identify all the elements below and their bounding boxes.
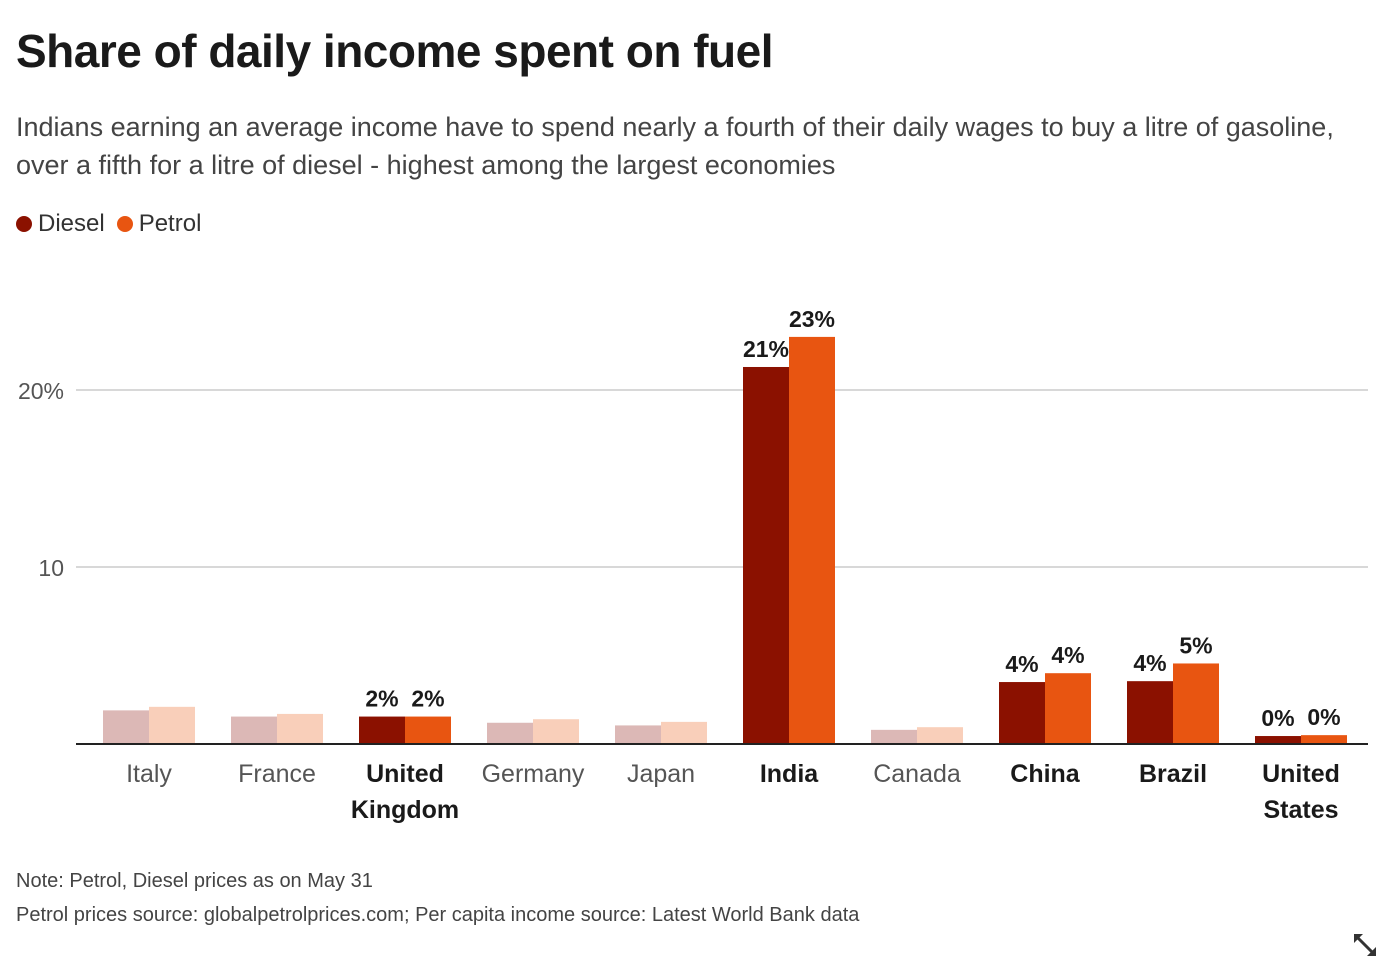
bar-petrol-canada [917, 727, 963, 744]
bar-diesel-italy [103, 710, 149, 744]
x-tick-label-united-states-line2: States [1263, 796, 1338, 824]
x-tick-label-japan: Japan [627, 760, 695, 788]
data-label-diesel-china: 4% [1005, 651, 1038, 677]
x-tick-label-brazil: Brazil [1139, 760, 1207, 788]
legend-label-diesel: Diesel [38, 210, 105, 237]
x-tick-label-china: China [1010, 760, 1081, 788]
x-tick-label-india: India [760, 760, 819, 788]
x-tick-label-germany: Germany [482, 760, 585, 788]
x-tick-label-canada: Canada [873, 760, 961, 788]
chart-title: Share of daily income spent on fuel [16, 25, 773, 77]
bar-diesel-canada [871, 729, 917, 744]
bar-diesel-united-kingdom [359, 716, 405, 744]
bar-petrol-united-states [1301, 735, 1347, 744]
y-tick-label-20: 20% [18, 378, 64, 404]
data-label-diesel-united-kingdom: 2% [365, 686, 398, 712]
data-label-diesel-united-states: 0% [1261, 705, 1294, 731]
legend-item-diesel: Diesel [16, 210, 105, 238]
bar-diesel-china [999, 682, 1045, 744]
chart-notes: Note: Petrol, Diesel prices as on May 31… [16, 864, 859, 932]
legend-swatch-petrol [116, 216, 133, 232]
data-label-petrol-china: 4% [1051, 642, 1084, 668]
x-tick-label-united-kingdom-line1: United [366, 760, 444, 788]
y-tick-label-10: 10 [38, 555, 64, 581]
note-sources: Petrol prices source: globalpetrolprices… [16, 904, 860, 926]
bar-petrol-china [1045, 673, 1091, 744]
chart-subtitle: Indians earning an average income have t… [16, 112, 1334, 180]
note-prices-date: Note: Petrol, Diesel prices as on May 31 [16, 870, 373, 892]
bar-diesel-japan [615, 725, 661, 744]
bar-petrol-brazil [1173, 663, 1219, 744]
x-tick-label-france: France [238, 760, 316, 788]
legend-label-petrol: Petrol [138, 210, 202, 237]
data-label-petrol-united-states: 0% [1307, 704, 1340, 730]
bar-diesel-united-states [1255, 736, 1301, 744]
bar-petrol-united-kingdom [405, 716, 451, 744]
data-label-diesel-india: 21% [743, 336, 789, 362]
data-label-diesel-brazil: 4% [1133, 650, 1166, 676]
legend-item-petrol: Petrol [116, 210, 202, 238]
bar-petrol-france [277, 713, 323, 744]
bar-diesel-brazil [1127, 681, 1173, 744]
bar-chart: 10 20% Italy France 2% 2% United Kingdom Germany… [18, 306, 1368, 824]
expand-arrows-icon[interactable] [1350, 930, 1380, 960]
data-label-petrol-brazil: 5% [1179, 632, 1212, 658]
x-tick-label-united-states-line1: United [1262, 760, 1340, 788]
legend-swatch-diesel [16, 216, 32, 232]
x-tick-label-united-kingdom-line2: Kingdom [351, 796, 459, 824]
bar-petrol-germany [533, 719, 579, 744]
bar-petrol-italy [149, 706, 195, 744]
bar-petrol-india [789, 336, 835, 744]
bar-diesel-india [743, 366, 789, 744]
bar-petrol-japan [661, 721, 707, 744]
bar-diesel-germany [487, 722, 533, 744]
legend: Diesel Petrol [16, 210, 213, 238]
x-tick-label-italy: Italy [126, 760, 172, 788]
data-label-petrol-india: 23% [789, 306, 835, 332]
bar-diesel-france [231, 716, 277, 744]
data-label-petrol-united-kingdom: 2% [411, 686, 444, 712]
